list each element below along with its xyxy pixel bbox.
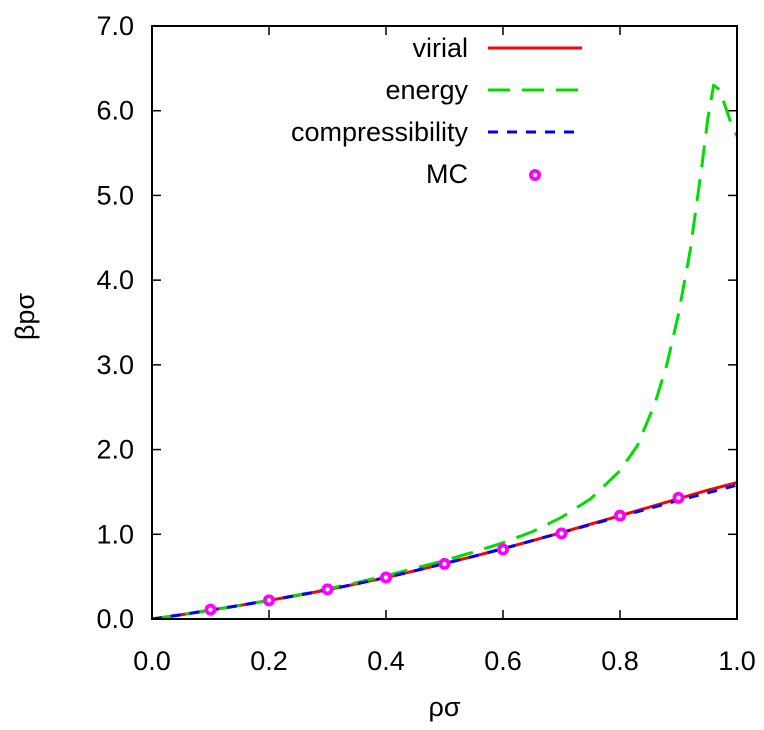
x-tick-label: 0.4 xyxy=(367,646,405,676)
y-axis-label: βpσ xyxy=(10,293,40,341)
x-tick-label: 0.6 xyxy=(484,646,522,676)
y-tick-label: 3.0 xyxy=(96,350,134,380)
mc-point xyxy=(497,543,509,556)
y-tick-label: 1.0 xyxy=(96,519,134,549)
mc-point xyxy=(380,571,392,584)
legend-label-virial: virial xyxy=(412,33,468,63)
mc-point xyxy=(204,603,217,616)
legend-label-energy: energy xyxy=(385,75,468,105)
y-tick-label: 5.0 xyxy=(96,180,134,210)
x-tick-label: 0.8 xyxy=(601,646,639,676)
mc-point xyxy=(672,491,685,504)
legend: virial energy compressibility MC xyxy=(291,33,582,189)
x-tick-label: 0.2 xyxy=(250,646,288,676)
plot-frame xyxy=(151,25,738,620)
mc-point xyxy=(263,594,275,607)
y-tick-label: 0.0 xyxy=(96,604,134,634)
x-tick-label: 0.0 xyxy=(133,646,171,676)
plot-series xyxy=(152,83,737,619)
compressibility-line xyxy=(152,483,737,619)
legend-label-mc: MC xyxy=(426,159,468,189)
mc-point xyxy=(614,509,626,522)
axis-ticks: 0.0 0.2 0.4 0.6 0.8 1.0 0.0 1.0 2.0 3.0 4.0 5.0 6.0 7… xyxy=(96,11,755,676)
x-tick-label: 1.0 xyxy=(718,646,756,676)
y-tick-label: 6.0 xyxy=(96,96,134,126)
virial-line xyxy=(152,481,737,619)
mc-point xyxy=(438,557,451,570)
y-tick-label: 2.0 xyxy=(96,435,134,465)
y-tick-label: 7.0 xyxy=(96,11,134,41)
legend-swatch-mc xyxy=(529,169,541,181)
x-axis-label: ρσ xyxy=(428,692,460,722)
legend-label-compressibility: compressibility xyxy=(291,117,469,147)
mc-point xyxy=(555,527,568,540)
mc-point xyxy=(321,583,334,596)
y-tick-label: 4.0 xyxy=(96,265,134,295)
